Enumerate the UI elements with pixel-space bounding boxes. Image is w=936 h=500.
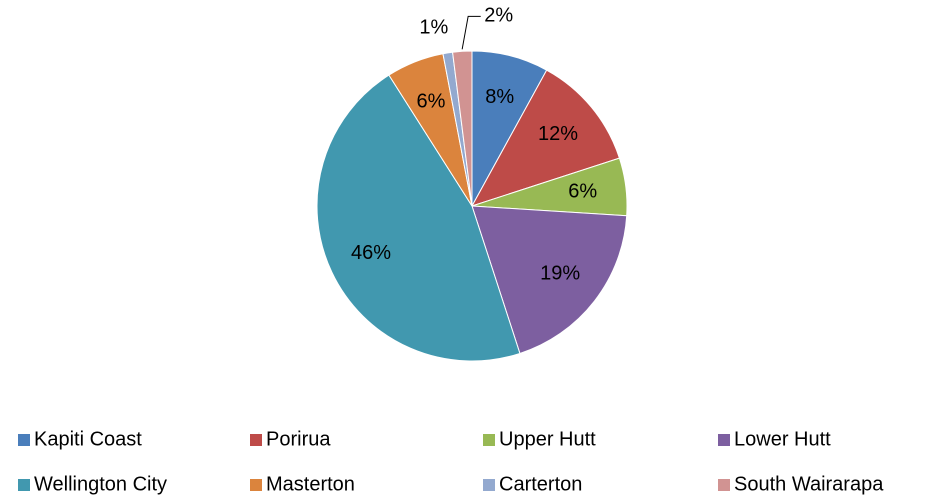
- legend-label: Upper Hutt: [499, 428, 596, 450]
- legend-label: Wellington City: [34, 473, 167, 495]
- legend-swatch: [718, 434, 730, 446]
- data-label: 46%: [351, 242, 391, 264]
- data-label: 2%: [484, 5, 513, 27]
- pie-slice: [452, 50, 473, 207]
- legend-swatch: [250, 434, 262, 446]
- legend-label: Lower Hutt: [734, 428, 831, 450]
- pie-slice: [316, 74, 521, 362]
- data-label: 8%: [485, 86, 514, 108]
- legend-label: Kapiti Coast: [34, 428, 142, 450]
- pie-slice: [471, 205, 628, 355]
- legend-swatch: [718, 479, 730, 491]
- data-label: 1%: [419, 16, 448, 38]
- legend-swatch: [18, 479, 30, 491]
- data-label: 19%: [540, 263, 580, 285]
- leader-line: [461, 15, 481, 50]
- legend-label: Masterton: [266, 473, 355, 495]
- legend-label: Carterton: [499, 473, 582, 495]
- legend-label: Porirua: [266, 428, 331, 450]
- data-label: 6%: [568, 180, 597, 202]
- legend-swatch: [18, 434, 30, 446]
- legend-swatch: [483, 479, 495, 491]
- legend-swatch: [250, 479, 262, 491]
- data-label: 12%: [538, 123, 578, 145]
- legend-swatch: [483, 434, 495, 446]
- pie-slice: [470, 69, 621, 207]
- legend-label: South Wairarapa: [734, 473, 884, 495]
- data-label: 6%: [416, 91, 445, 113]
